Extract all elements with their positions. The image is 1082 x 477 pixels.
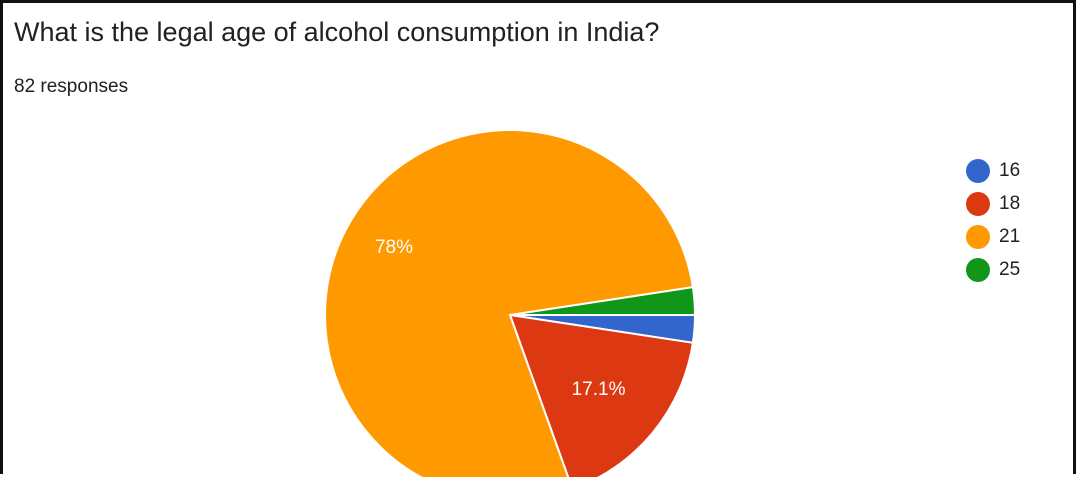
pie-slice-25[interactable] bbox=[509, 286, 697, 316]
response-count: 82 responses bbox=[14, 76, 129, 97]
question-title: What is the legal age of alcohol consump… bbox=[14, 17, 660, 47]
legend-item[interactable]: 25 bbox=[966, 257, 1020, 283]
chart-legend: 16 18 21 25 bbox=[966, 158, 1020, 283]
legend-swatch bbox=[966, 192, 990, 216]
pie-slice-18[interactable] bbox=[508, 313, 695, 477]
legend-label: 21 bbox=[999, 226, 1021, 247]
legend-label: 25 bbox=[999, 259, 1021, 280]
legend-item[interactable]: 16 bbox=[966, 158, 1020, 184]
legend-swatch bbox=[966, 159, 990, 183]
legend-label: 18 bbox=[999, 193, 1021, 214]
pie-chart: 17.1% 78% bbox=[324, 129, 697, 477]
legend-item[interactable]: 18 bbox=[966, 191, 1020, 217]
slice-data-label: 78% bbox=[375, 237, 413, 258]
legend-swatch bbox=[966, 258, 990, 282]
legend-swatch bbox=[966, 225, 990, 249]
legend-label: 16 bbox=[999, 160, 1021, 181]
pie-slice-21[interactable] bbox=[324, 129, 695, 477]
slice-data-label: 17.1% bbox=[572, 379, 626, 400]
legend-item[interactable]: 21 bbox=[966, 224, 1020, 250]
